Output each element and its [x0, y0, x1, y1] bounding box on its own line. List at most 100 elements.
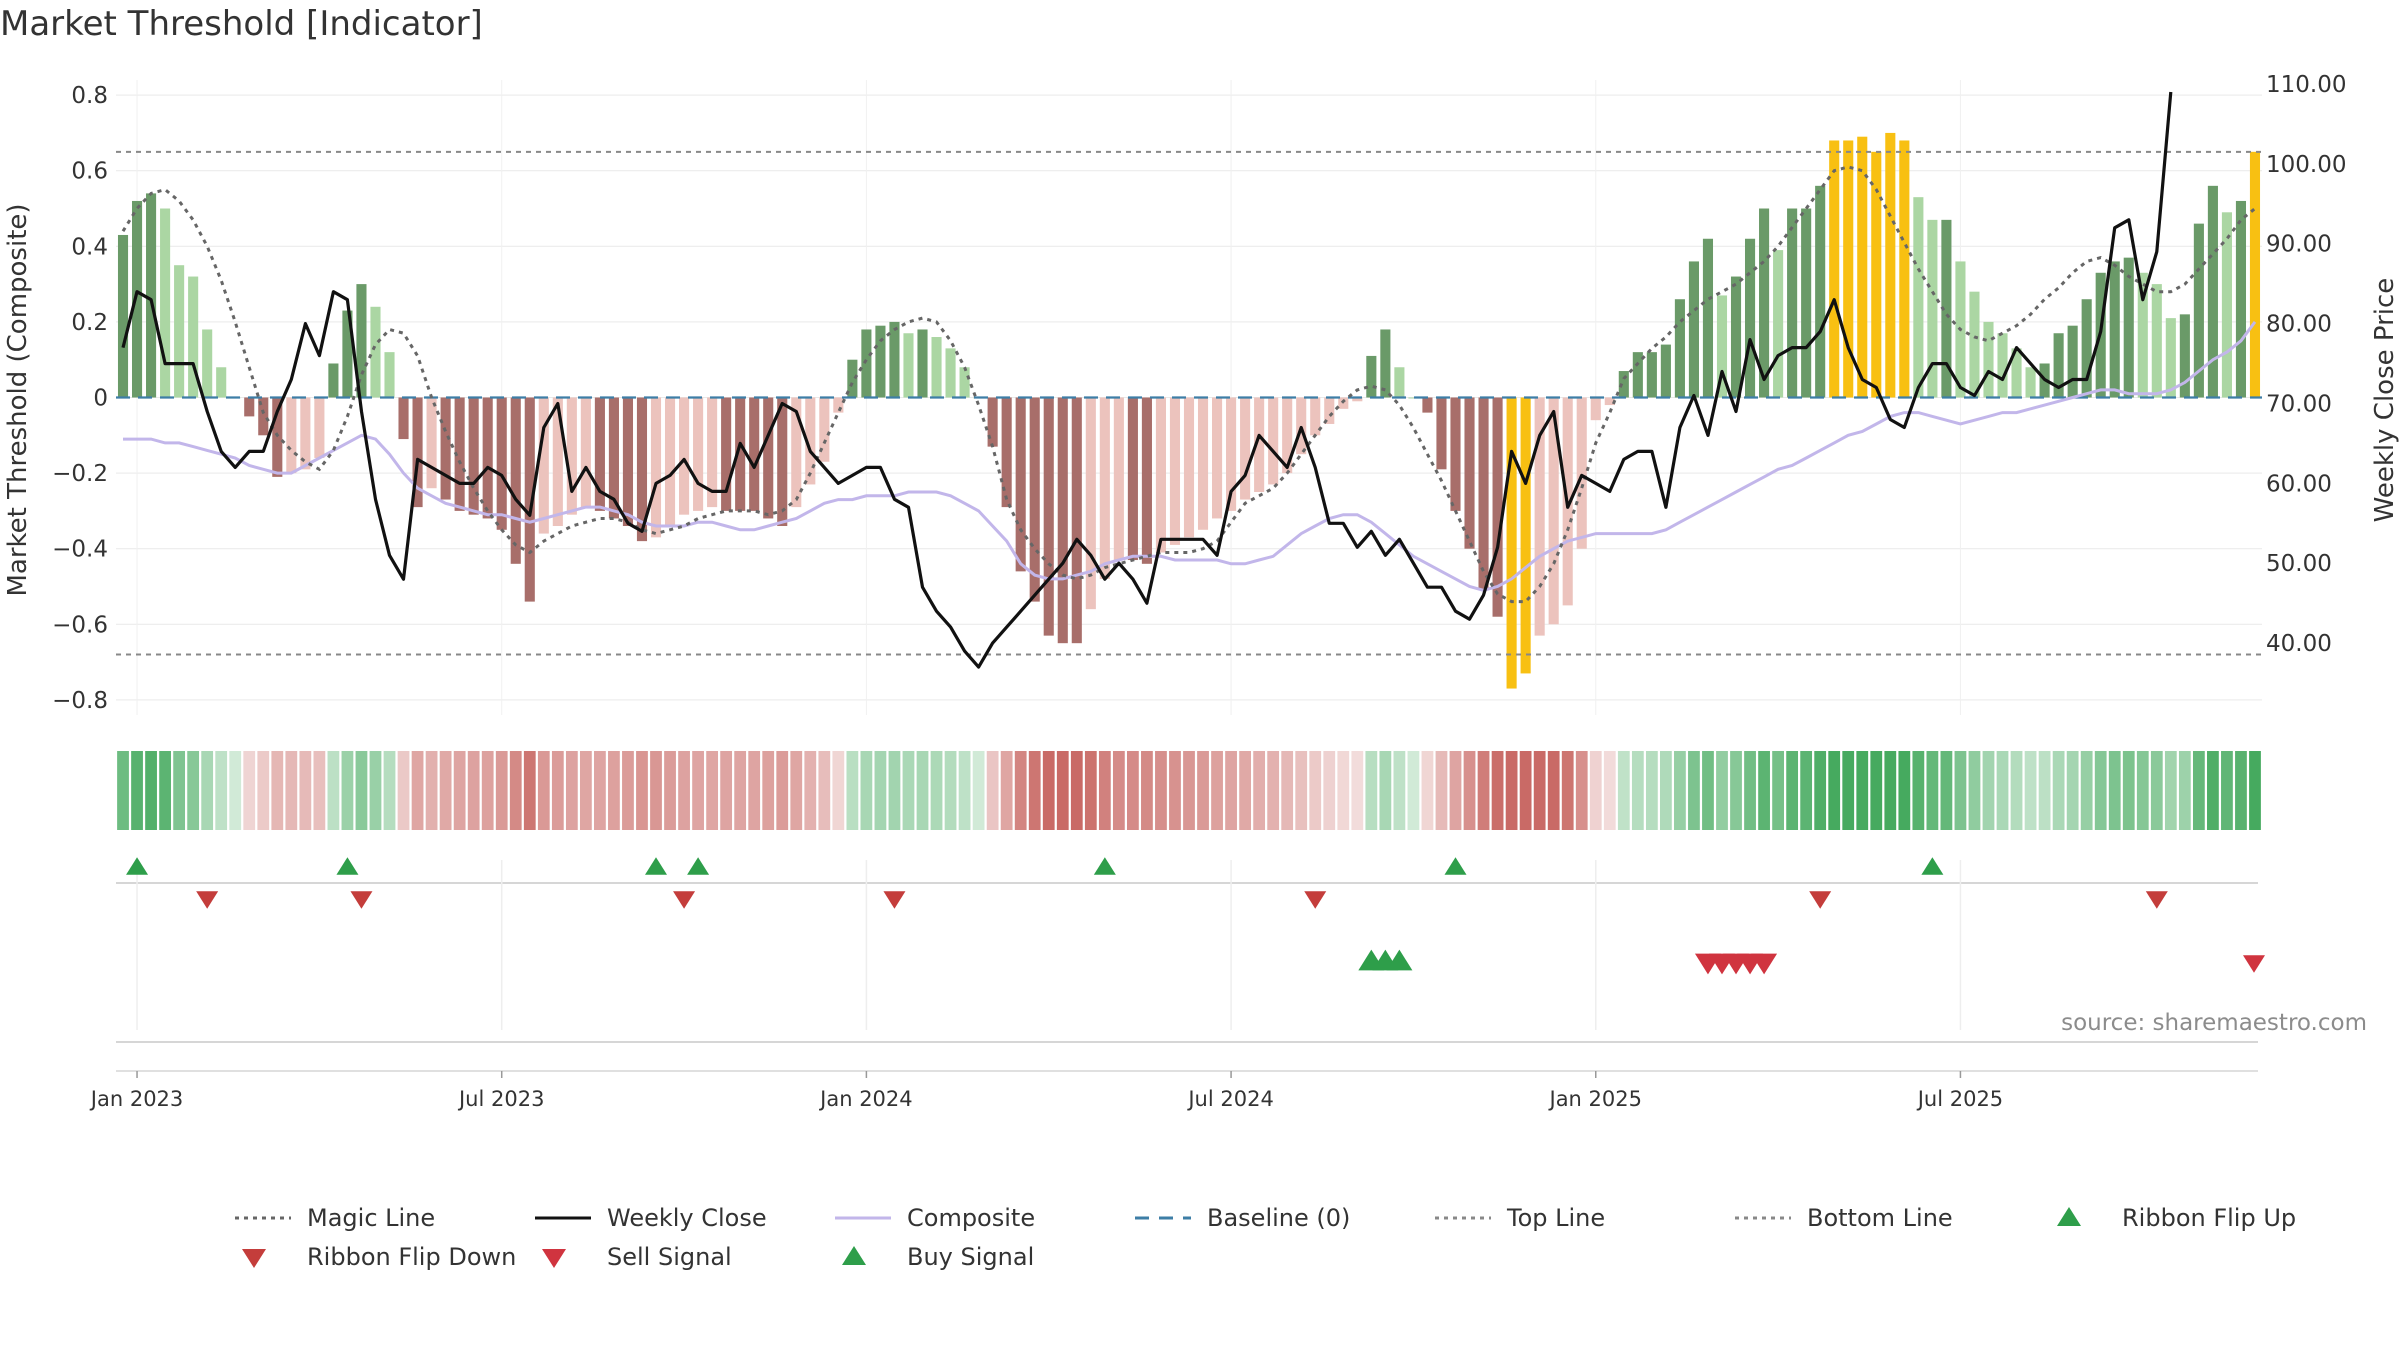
ribbon-segment	[369, 751, 382, 830]
ribbon-segment	[1379, 751, 1392, 830]
composite-bar	[1730, 276, 1742, 398]
ribbon-segment	[1351, 751, 1364, 830]
ribbon-segment	[1603, 751, 1616, 830]
ribbon-segment	[327, 751, 340, 830]
legend-label: Sell Signal	[607, 1243, 732, 1271]
composite-bar	[412, 397, 423, 508]
ribbon-segment	[1730, 751, 1742, 830]
ribbon-segment	[1281, 751, 1294, 830]
ribbon-flip-down-marker	[350, 891, 373, 909]
ribbon-segment	[1856, 751, 1869, 830]
ribbon-segment	[916, 751, 929, 830]
buy-signal-marker	[126, 857, 149, 875]
composite-bar	[566, 397, 577, 515]
composite-bar	[328, 363, 339, 398]
ribbon-segment	[159, 751, 171, 830]
ribbon-segment	[2178, 751, 2191, 830]
legend-label: Magic Line	[307, 1204, 435, 1232]
ribbon-segment	[1169, 751, 1181, 830]
composite-bar	[2137, 272, 2148, 398]
ribbon-segment	[229, 751, 242, 830]
ribbon-segment	[215, 751, 228, 830]
ribbon-segment	[1253, 751, 1266, 830]
ribbon-segment	[467, 751, 480, 830]
legend-item: Top Line	[1435, 1204, 1605, 1232]
legend-item: Sell Signal	[542, 1243, 732, 1271]
buy-signal-marker	[1444, 857, 1467, 875]
weekly-close-line	[121, 91, 2173, 669]
composite-bar	[1773, 250, 1784, 398]
composite-bar	[1801, 208, 1812, 398]
ribbon-segment	[1155, 751, 1167, 830]
ribbon-segment	[650, 751, 662, 830]
composite-bar	[608, 397, 619, 519]
composite-bar	[1169, 397, 1181, 545]
ribbon-segment	[1561, 751, 1574, 830]
composite-bar	[636, 397, 648, 542]
x-tick-label: Jan 2023	[89, 1087, 184, 1111]
composite-bar	[2025, 367, 2036, 398]
composite-bar	[2207, 185, 2218, 398]
ribbon-segment	[860, 751, 873, 830]
composite-bar	[2123, 257, 2134, 398]
composite-bar	[2053, 333, 2064, 398]
composite-bar	[1422, 397, 1433, 413]
ribbon-segment	[1982, 751, 1995, 830]
composite-bar	[356, 284, 367, 398]
ribbon-segment	[2235, 751, 2247, 830]
buy-signal-marker	[687, 857, 710, 875]
ribbon-segment	[1127, 751, 1139, 830]
legend-label: Ribbon Flip Down	[307, 1243, 516, 1271]
legend-item: Weekly Close	[535, 1204, 767, 1232]
composite-bar	[1464, 397, 1475, 549]
ribbon-segment	[1968, 751, 1981, 830]
legend-item: Bottom Line	[1735, 1204, 1953, 1232]
ribbon-segment	[1084, 751, 1097, 830]
legend-item: Baseline (0)	[1135, 1204, 1350, 1232]
composite-bar	[1212, 397, 1223, 519]
ribbon-segment	[1814, 751, 1827, 830]
ribbon-segment	[2024, 751, 2037, 830]
ribbon-segment	[846, 751, 859, 830]
legend-item: Ribbon Flip Up	[2057, 1204, 2296, 1232]
composite-bar	[482, 397, 493, 519]
composite-bar	[1983, 321, 1994, 398]
x-tick-label: Jan 2024	[818, 1087, 913, 1111]
ribbon-segment	[2122, 751, 2135, 830]
composite-bar	[1604, 397, 1615, 406]
ribbon-segment	[706, 751, 719, 830]
ribbon-flip-down-marker	[883, 891, 906, 909]
composite-bar	[945, 348, 956, 398]
x-tick-label: Jul 2024	[1186, 1087, 1273, 1111]
ribbon-segment	[1421, 751, 1434, 830]
composite-bar	[1506, 397, 1517, 689]
ribbon-segment	[1758, 751, 1770, 830]
ribbon-segment	[804, 751, 817, 830]
composite-bar	[2249, 151, 2261, 398]
y-tick-label-left: −0.4	[52, 537, 108, 563]
ribbon-flip-down-marker	[2145, 891, 2168, 909]
composite-bar	[1001, 397, 1012, 508]
ribbon-segment	[187, 751, 200, 830]
composite-bar	[370, 306, 381, 398]
ribbon-segment	[2136, 751, 2149, 830]
composite-bar	[538, 397, 549, 534]
composite-bar	[258, 397, 269, 436]
ribbon-segment	[1028, 751, 1041, 830]
composite-bar	[1085, 397, 1096, 610]
ribbon-segment	[313, 751, 326, 830]
ribbon-segment	[1547, 751, 1560, 830]
composite-bar	[1590, 397, 1601, 421]
ribbon-segment	[1323, 751, 1336, 830]
composite-bar	[1155, 397, 1166, 553]
ribbon-segment	[523, 751, 536, 830]
composite-bar	[889, 321, 900, 398]
composite-bar	[664, 397, 676, 527]
ribbon-segment	[2150, 751, 2163, 830]
ribbon-segment	[1014, 751, 1027, 830]
composite-bar	[468, 397, 479, 515]
legend-label: Ribbon Flip Up	[2122, 1204, 2296, 1232]
composite-bar	[1829, 140, 1840, 398]
y-tick-label-left: 0.2	[71, 310, 108, 336]
